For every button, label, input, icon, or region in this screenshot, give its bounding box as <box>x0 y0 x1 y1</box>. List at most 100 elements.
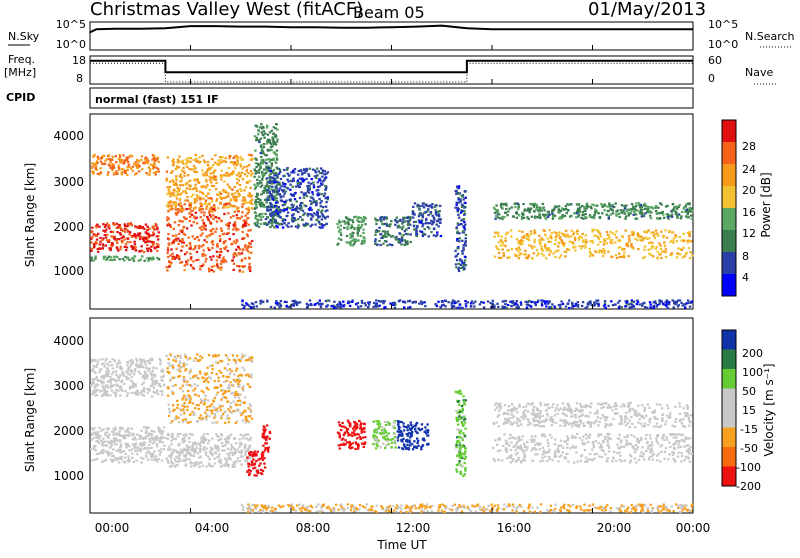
power-cell-13-39 <box>680 302 682 304</box>
velocity-cell-1-288 <box>116 363 118 365</box>
velocity-cell-0-111 <box>119 434 121 436</box>
power-cell-5-270 <box>261 213 263 215</box>
power-cell-12-188 <box>615 210 617 212</box>
power-cell-3-335 <box>233 240 235 242</box>
power-cell-9-105 <box>412 217 414 219</box>
velocity-cell-3-162 <box>238 386 240 388</box>
power-cell-2-31 <box>147 162 149 164</box>
power-cell-2-39 <box>121 173 123 175</box>
power-cell-2-149 <box>151 159 153 161</box>
power-cell-13-46 <box>633 301 635 303</box>
power-cell-11-344 <box>508 256 510 258</box>
velocity-cell-2-234 <box>224 458 226 460</box>
power-cell-11-417 <box>651 242 653 244</box>
power-cell-11-7 <box>665 256 667 258</box>
power-cell-12-26 <box>606 205 608 207</box>
power-cell-12-273 <box>566 203 568 205</box>
velocity-cell-0-166 <box>90 448 92 450</box>
power-cell-13-275 <box>585 307 587 309</box>
power-cell-11-356 <box>689 240 691 242</box>
velocity-cell-1-272 <box>119 386 121 388</box>
velocity-cell-3-31 <box>214 413 216 415</box>
velocity-cell-1-225 <box>138 371 140 373</box>
power-cell-7-71 <box>361 221 363 223</box>
power-cell-3-214 <box>203 227 205 229</box>
velocity-cell-0-257 <box>159 454 161 456</box>
power-cell-3-216 <box>225 260 227 262</box>
velocity-cell-1-67 <box>161 369 163 371</box>
power-cell-3-52 <box>241 216 243 218</box>
velocity-cell-0-153 <box>150 447 152 449</box>
power-cell-11-317 <box>547 249 549 251</box>
power-cell-4-292 <box>178 166 180 168</box>
velocity-cell-1-153 <box>105 360 107 362</box>
power-cell-11-80 <box>603 243 605 245</box>
power-cell-4-363 <box>234 167 236 169</box>
power-cell-13-248 <box>496 303 498 305</box>
power-cell-0-177 <box>129 231 131 233</box>
power-cell-4-79 <box>196 190 198 192</box>
power-cell-8-106 <box>374 218 376 220</box>
velocity-cell-0-289 <box>131 428 133 430</box>
power-cell-8-62 <box>400 243 402 245</box>
power-cell-7-37 <box>361 224 363 226</box>
power-cell-12-333 <box>590 207 592 209</box>
velocity-cell-0-310 <box>115 438 117 440</box>
velocity-cell-0-291 <box>151 434 153 436</box>
power-cell-11-39 <box>688 247 690 249</box>
power-cell-0-4 <box>145 224 147 226</box>
power-cell-6-399 <box>305 222 307 224</box>
power-cell-1-37 <box>106 257 108 259</box>
velocity-cell-0-159 <box>131 434 133 436</box>
power-cell-13-372 <box>275 302 277 304</box>
power-cell-11-181 <box>549 229 551 231</box>
power-cell-13-106 <box>483 302 485 304</box>
power-cell-3-213 <box>202 208 204 210</box>
power-cell-11-285 <box>503 244 505 246</box>
power-cell-12-296 <box>545 218 547 220</box>
power-cell-3-405 <box>227 223 229 225</box>
velocity-cell-2-321 <box>198 448 200 450</box>
power-cell-11-67 <box>530 233 532 235</box>
velocity-cell-0-236 <box>114 443 116 445</box>
power-cell-3-215 <box>211 266 213 268</box>
power-cell-3-211 <box>233 254 235 256</box>
power-cell-8-90 <box>401 223 403 225</box>
power-cell-11-314 <box>584 244 586 246</box>
power-cell-12-361 <box>631 208 633 210</box>
velocity-cell-2-324 <box>246 460 248 462</box>
power-cell-2-153 <box>153 166 155 168</box>
power-cell-11-233 <box>500 257 502 259</box>
power-cell-6-126 <box>305 170 307 172</box>
power-cell-4-388 <box>216 198 218 200</box>
power-cell-3-353 <box>178 243 180 245</box>
power-cell-11-372 <box>539 241 541 243</box>
power-cell-13-370 <box>245 302 247 304</box>
velocity-cell-2-150 <box>179 433 181 435</box>
power-cell-3-65 <box>181 238 183 240</box>
velocity-cell-2-311 <box>167 460 169 462</box>
power-cell-3-409 <box>187 259 189 261</box>
power-cell-5-185 <box>257 133 259 135</box>
power-cell-11-336 <box>651 246 653 248</box>
velocity-cell-2-343 <box>216 447 218 449</box>
power-cell-9-107 <box>421 205 423 207</box>
power-cell-2-142 <box>122 162 124 164</box>
power-cell-13-272 <box>607 305 609 307</box>
power-cell-3-172 <box>172 256 174 258</box>
power-cell-4-195 <box>235 200 237 202</box>
power-cell-12-341 <box>586 207 588 209</box>
power-cell-13-397 <box>510 305 512 307</box>
power-cell-4-223 <box>219 156 221 158</box>
velocity-cell-0-281 <box>94 445 96 447</box>
power-cell-5-210 <box>262 216 264 218</box>
power-cell-3-19 <box>251 240 253 242</box>
power-cell-3-235 <box>206 236 208 238</box>
power-cell-3-226 <box>227 228 229 230</box>
velocity-cell-2-166 <box>209 452 211 454</box>
power-cell-10-106 <box>460 267 462 269</box>
power-cell-13-307 <box>534 301 536 303</box>
power-cell-11-320 <box>602 248 604 250</box>
power-cell-10-92 <box>464 190 466 192</box>
velocity-cell-3-206 <box>172 410 174 412</box>
